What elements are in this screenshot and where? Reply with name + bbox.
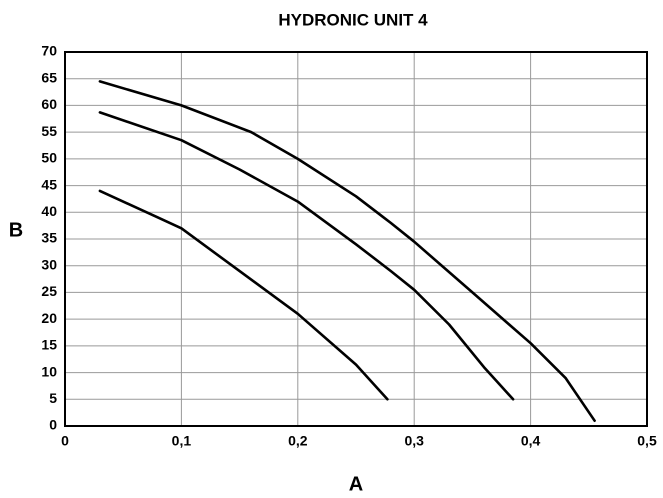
y-tick-label: 0	[49, 417, 57, 433]
y-tick-label: 60	[41, 96, 57, 112]
y-tick-label: 65	[41, 69, 57, 85]
chart-title: HYDRONIC UNIT 4	[278, 10, 428, 29]
y-tick-label: 70	[41, 43, 57, 59]
y-tick-label: 55	[41, 123, 57, 139]
curve	[98, 111, 515, 401]
y-tick-label: 5	[49, 390, 57, 406]
x-tick-label: 0	[61, 433, 69, 449]
y-tick-label: 10	[41, 363, 57, 379]
y-axis-label: B	[9, 219, 23, 241]
y-tick-label: 40	[41, 203, 57, 219]
plot-frame	[64, 51, 648, 427]
x-tick-label: 0,3	[404, 433, 424, 449]
x-tick-label: 0,5	[637, 433, 657, 449]
x-axis-label: A	[349, 473, 363, 495]
y-tick-label: 50	[41, 150, 57, 166]
y-tick-label: 35	[41, 230, 57, 246]
x-tick-label: 0,4	[521, 433, 541, 449]
curve	[98, 189, 389, 401]
y-tick-label: 15	[41, 337, 57, 353]
curve	[98, 80, 596, 422]
y-tick-label: 30	[41, 256, 57, 272]
y-tick-label: 45	[41, 176, 57, 192]
x-tick-label: 0,1	[172, 433, 192, 449]
y-tick-label: 25	[41, 283, 57, 299]
y-tick-label: 20	[41, 310, 57, 326]
x-tick-label: 0,2	[288, 433, 308, 449]
